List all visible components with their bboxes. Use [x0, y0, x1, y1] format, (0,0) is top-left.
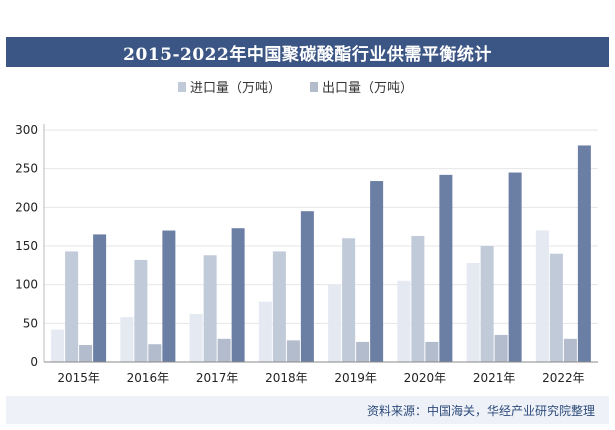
bar-1-3	[189, 314, 203, 362]
bar-2-6	[411, 235, 425, 362]
bar-3-3	[217, 338, 231, 362]
bar-4-3	[231, 228, 245, 362]
legend-swatch	[178, 82, 186, 92]
bar-4-5	[370, 181, 384, 362]
bar-3-4	[286, 340, 300, 362]
x-tick-label: 2019年	[334, 371, 377, 385]
bars-group	[51, 145, 591, 362]
y-tick-label: 300	[15, 123, 38, 137]
bar-2-5	[342, 238, 356, 362]
bar-3-5	[356, 341, 370, 362]
bar-3-6	[425, 341, 439, 362]
x-tick-label: 2022年	[542, 371, 585, 385]
bar-1-2	[120, 317, 134, 362]
y-tick-label: 200	[15, 200, 38, 214]
legend-label: 进口量（万吨）	[190, 81, 281, 96]
x-tick-label: 2021年	[473, 371, 516, 385]
y-tick-label: 50	[23, 316, 38, 330]
axes-group: 0 50 100 150 200 250 300 2015年 2016年 2017年 2018年 20…	[15, 123, 598, 385]
x-tick-label: 2017年	[196, 371, 239, 385]
bar-4-1	[93, 234, 107, 362]
bar-3-8	[563, 338, 577, 362]
x-tick-label: 2016年	[127, 371, 170, 385]
x-tick-label: 2018年	[265, 371, 308, 385]
chart-title: 2015-2022年中国聚碳酸酯行业供需平衡统计	[6, 37, 609, 67]
bar-4-4	[300, 211, 314, 362]
bar-1-5	[328, 284, 342, 362]
bar-4-6	[439, 174, 453, 362]
y-tick-label: 150	[15, 239, 38, 253]
source-note: 资料来源：中国海关，华经产业研究院整理	[366, 404, 595, 418]
bar-3-1	[79, 344, 93, 362]
bar-2-7	[480, 246, 494, 362]
bar-2-4	[272, 251, 286, 362]
legend: 进口量（万吨） 出口量（万吨）	[178, 81, 413, 96]
bar-1-6	[397, 280, 411, 362]
bar-1-1	[51, 329, 65, 362]
y-tick-label: 250	[15, 162, 38, 176]
y-tick-label: 0	[30, 355, 38, 369]
bar-4-8	[577, 145, 591, 362]
bar-4-7	[508, 172, 522, 362]
footer: 资料来源：中国海关，华经产业研究院整理	[6, 396, 609, 424]
bar-1-7	[466, 263, 480, 362]
bar-3-7	[494, 334, 508, 362]
legend-swatch	[310, 82, 318, 92]
bar-1-4	[258, 301, 272, 362]
legend-label: 出口量（万吨）	[322, 81, 413, 96]
bar-4-2	[162, 230, 176, 362]
bar-2-2	[134, 259, 148, 362]
bar-2-8	[549, 253, 563, 362]
x-tick-label: 2020年	[404, 371, 447, 385]
y-tick-label: 100	[15, 278, 38, 292]
bar-1-8	[535, 230, 549, 362]
bar-2-3	[203, 255, 217, 362]
x-tick-label: 2015年	[57, 371, 100, 385]
bar-2-1	[65, 251, 79, 362]
bar-3-2	[148, 344, 162, 362]
